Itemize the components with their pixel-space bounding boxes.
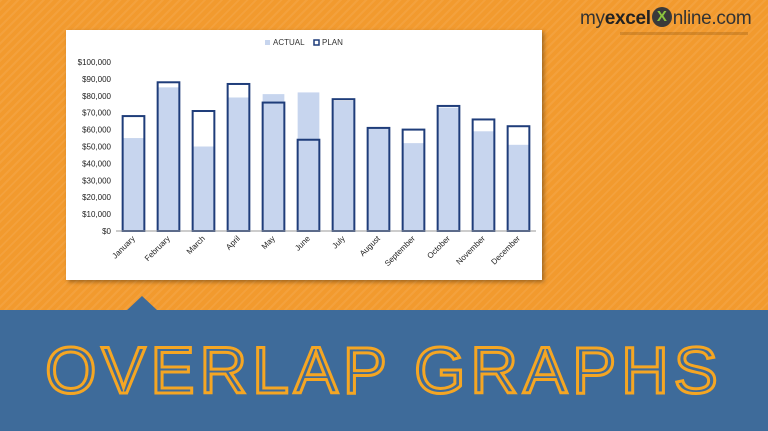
y-tick-label: $10,000 bbox=[82, 210, 111, 219]
x-tick-label: January bbox=[110, 234, 136, 260]
bar-actual bbox=[437, 107, 460, 231]
x-tick-label: December bbox=[489, 234, 522, 267]
x-tick-label: May bbox=[260, 234, 277, 251]
y-tick-label: $100,000 bbox=[78, 58, 112, 67]
y-tick-label: $50,000 bbox=[82, 143, 111, 152]
legend-label-actual: ACTUAL bbox=[273, 38, 305, 47]
bar-actual bbox=[472, 131, 495, 231]
logo-prefix: my bbox=[580, 8, 605, 29]
y-tick-label: $80,000 bbox=[82, 92, 111, 101]
banner-notch bbox=[126, 296, 158, 311]
chart-panel: ACTUAL PLAN $0 $10,000 $20,000 $30,000 $40,0… bbox=[66, 30, 542, 280]
y-tick-label: $90,000 bbox=[82, 75, 111, 84]
bar-actual bbox=[157, 87, 180, 231]
y-tick-label: $40,000 bbox=[82, 159, 111, 168]
x-tick-label: November bbox=[454, 234, 487, 267]
legend-swatch-plan bbox=[313, 39, 320, 46]
logo-tagline-mark bbox=[620, 32, 748, 35]
bar-actual bbox=[122, 138, 145, 231]
y-tick-label: $30,000 bbox=[82, 176, 111, 185]
title-banner: OVERLAP GRAPHS bbox=[0, 310, 768, 431]
x-tick-label: April bbox=[224, 234, 242, 252]
x-tick-label: February bbox=[143, 234, 172, 263]
legend-swatch-actual bbox=[265, 40, 270, 45]
x-tick-label: October bbox=[425, 234, 452, 261]
x-tick-label: March bbox=[185, 234, 207, 256]
bar-actual bbox=[332, 100, 355, 232]
bar-actual bbox=[367, 127, 390, 231]
x-tick-label: September bbox=[383, 234, 417, 268]
overlap-bar-chart: ACTUAL PLAN $0 $10,000 $20,000 $30,000 $40,0… bbox=[78, 38, 536, 268]
chart-legend: ACTUAL PLAN bbox=[265, 38, 343, 47]
x-tick-label: July bbox=[330, 234, 346, 250]
y-tick-label: $60,000 bbox=[82, 126, 111, 135]
bar-actual bbox=[507, 144, 530, 231]
bars bbox=[121, 81, 531, 233]
logo-bold: excel bbox=[604, 8, 651, 29]
x-axis: January February March April May June July Augu… bbox=[110, 230, 536, 268]
y-tick-label: $20,000 bbox=[82, 193, 111, 202]
bar-actual bbox=[262, 94, 285, 231]
bar-actual bbox=[192, 146, 215, 231]
y-axis: $0 $10,000 $20,000 $30,000 $40,000 $50,000 $60… bbox=[78, 58, 112, 236]
logo-suffix: nline.com bbox=[672, 8, 752, 29]
legend-label-plan: PLAN bbox=[322, 38, 343, 47]
bar-actual bbox=[402, 143, 425, 231]
bar-actual bbox=[227, 97, 250, 232]
x-tick-label: June bbox=[293, 234, 312, 253]
y-tick-label: $0 bbox=[102, 227, 111, 236]
bar-actual bbox=[297, 92, 320, 231]
logo-x-mark: X bbox=[651, 6, 672, 27]
x-tick-label: August bbox=[358, 234, 383, 259]
banner-title: OVERLAP GRAPHS bbox=[44, 332, 723, 409]
y-tick-label: $70,000 bbox=[82, 109, 111, 118]
